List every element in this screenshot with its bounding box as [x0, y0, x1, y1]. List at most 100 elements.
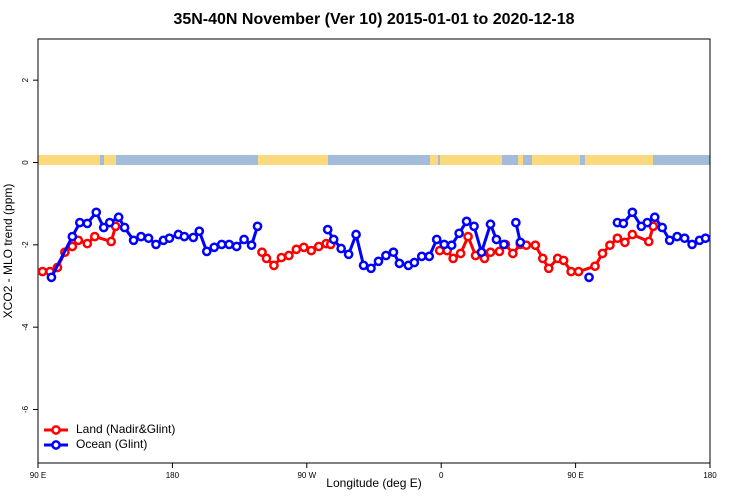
data-point: [515, 237, 526, 248]
data-point: [439, 239, 450, 250]
data-point: [642, 217, 653, 228]
data-point: [454, 228, 464, 239]
data-point: [476, 247, 487, 258]
data-point: [530, 240, 541, 251]
x-axis-label: Longitude (deg E): [326, 476, 421, 490]
data-point: [700, 233, 711, 244]
data-point: [313, 241, 324, 252]
plot-frame: [37, 38, 711, 464]
data-point: [252, 221, 263, 232]
data-point: [128, 235, 139, 246]
data-point: [179, 231, 190, 242]
data-point: [343, 249, 354, 260]
x-tick-label: 90 E: [567, 471, 583, 480]
legend-label: Ocean (Glint): [76, 437, 147, 451]
data-point: [358, 260, 369, 271]
data-point: [612, 233, 623, 244]
data-point: [409, 257, 420, 268]
y-tick-label: 2: [21, 77, 30, 82]
data-point: [328, 234, 339, 245]
data-point: [366, 263, 376, 274]
data-point: [322, 224, 333, 235]
data-point: [463, 231, 473, 242]
legend-marker: [51, 440, 61, 450]
ocean-band: [38, 155, 710, 165]
data-point: [216, 239, 227, 250]
data-point: [246, 240, 257, 251]
land-band: [258, 155, 328, 165]
data-point: [649, 212, 660, 223]
y-tick-label: -6: [21, 405, 30, 413]
data-point: [508, 248, 518, 259]
data-point: [67, 231, 78, 242]
data-point: [566, 266, 576, 277]
x-tick-label: 90 W: [297, 471, 316, 480]
data-point: [424, 251, 435, 262]
data-point: [209, 242, 220, 253]
land-band: [440, 155, 502, 165]
data-point: [74, 217, 85, 228]
data-point: [627, 207, 638, 218]
data-point: [119, 222, 130, 233]
data-point: [605, 240, 615, 251]
x-tick-label: 180: [703, 471, 717, 480]
data-point: [455, 248, 466, 259]
data-point: [657, 222, 668, 233]
data-point: [388, 247, 399, 258]
chart-title: 35N-40N November (Ver 10) 2015-01-01 to …: [173, 11, 574, 28]
legend-marker: [51, 425, 61, 435]
data-point: [491, 234, 502, 245]
data-point: [448, 253, 458, 264]
data-point: [573, 266, 584, 277]
data-point: [113, 212, 124, 223]
data-point: [306, 245, 317, 256]
data-point: [469, 221, 479, 232]
data-point: [298, 242, 309, 253]
legend-label: Land (Nadir&Glint): [76, 422, 175, 436]
data-point: [537, 253, 548, 264]
data-point: [136, 231, 146, 242]
data-point: [46, 272, 57, 283]
data-point: [620, 237, 630, 248]
data-point: [37, 266, 48, 277]
land-band: [532, 155, 580, 165]
data-point: [336, 243, 346, 254]
data-point: [687, 239, 697, 250]
data-point: [584, 272, 594, 283]
data-point: [461, 216, 472, 227]
data-point: [373, 256, 384, 267]
data-point: [269, 260, 279, 271]
data-point: [98, 222, 109, 233]
data-point: [416, 251, 427, 262]
data-point: [257, 247, 267, 258]
data-point: [590, 261, 600, 272]
data-point: [201, 246, 212, 257]
y-tick-label: 0: [21, 160, 30, 165]
data-point: [511, 217, 521, 228]
data-point: [188, 232, 199, 243]
data-point: [239, 234, 249, 245]
data-point: [499, 239, 509, 250]
data-point: [679, 233, 690, 244]
data-point: [558, 255, 569, 266]
data-point: [494, 246, 505, 257]
data-point: [231, 241, 242, 252]
data-point: [224, 239, 234, 250]
land-band: [430, 155, 438, 165]
x-tick-label: 90 E: [30, 471, 46, 480]
data-point: [104, 217, 115, 228]
y-axis-label: XCO2 - MLO trend (ppm): [1, 184, 15, 319]
data-point: [351, 229, 361, 240]
data-point: [431, 234, 442, 245]
data-point: [672, 231, 682, 242]
data-point: [106, 236, 117, 247]
data-point: [164, 233, 175, 244]
land-ocean-band: [38, 155, 710, 165]
land-band: [38, 155, 100, 165]
data-point: [82, 218, 93, 229]
land-band: [585, 155, 653, 165]
data-point: [82, 238, 93, 249]
land-band: [104, 155, 116, 165]
land-band: [518, 155, 523, 165]
